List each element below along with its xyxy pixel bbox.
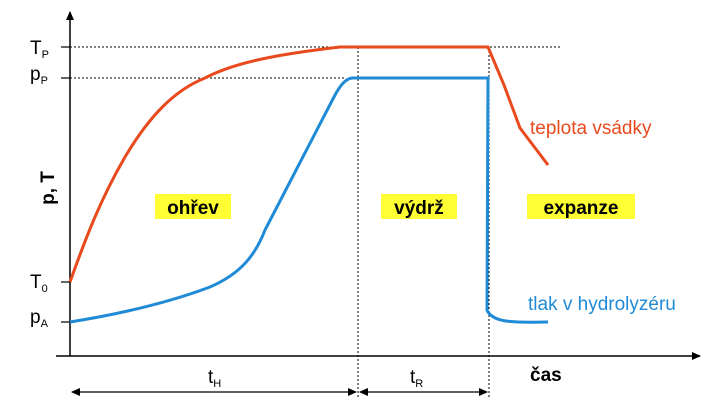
- phase-label-expansion: expanze: [544, 198, 619, 219]
- holding-highlight: [381, 194, 457, 219]
- y-tick-label-p-p: pP: [30, 64, 48, 87]
- temperature-curve-label: teplota vsádky: [530, 118, 652, 139]
- pressure-curve-label: tlak v hydrolyzéru: [528, 294, 676, 315]
- phase-label-holding: výdrž: [394, 198, 444, 219]
- interval-label-t-r: tR: [410, 367, 423, 390]
- expansion-highlight: [527, 194, 635, 219]
- temperature-curve: [68, 45, 550, 283]
- y-tick-label-p-a: pA: [30, 307, 49, 330]
- interval-label-t-h: tH: [208, 367, 221, 390]
- y-axis-label: p, T: [38, 171, 59, 205]
- x-axis-label: čas: [530, 365, 562, 386]
- phase-label-heating: ohřev: [167, 198, 219, 219]
- pressure-curve: [69, 76, 549, 324]
- y-tick-label-t-p: TP: [30, 38, 49, 61]
- y-tick-label-t-0: T0: [30, 272, 48, 295]
- heating-highlight: [155, 194, 231, 219]
